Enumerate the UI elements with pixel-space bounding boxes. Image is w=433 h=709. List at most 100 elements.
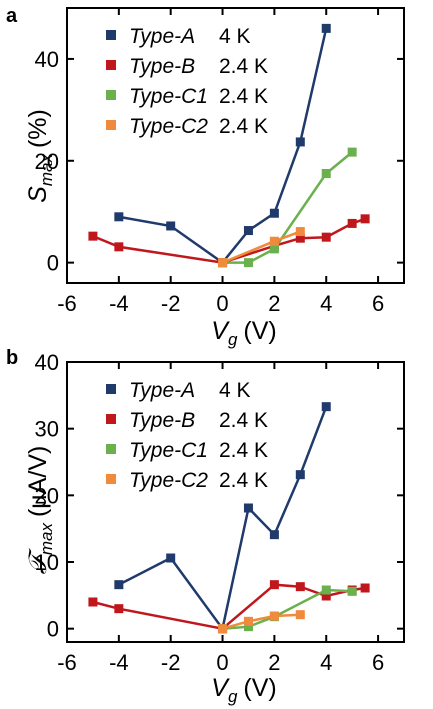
legend-marker-type-c1 [106, 444, 116, 454]
data-point-type-c2 [295, 610, 305, 620]
legend-marker-type-a [106, 30, 116, 40]
y-axis-unit-a: (%) [24, 109, 52, 148]
data-point-type-c2 [243, 616, 253, 626]
legend-label-type-c1: Type-C1 [129, 85, 208, 108]
legend-condition-type-b: 2.4 K [219, 55, 268, 78]
legend-condition-type-c2: 2.4 K [219, 469, 268, 492]
legend-condition-type-b: 2.4 K [219, 409, 268, 432]
x-axis-symbol-b: V [211, 674, 230, 702]
data-point-type-b [114, 604, 124, 614]
data-point-type-c2 [218, 624, 228, 634]
x-axis-label-b: Vg (V) [211, 674, 276, 706]
series-line-type-c1 [222, 151, 353, 264]
legend-marker-type-a [106, 384, 116, 394]
x-tick-label: 2 [268, 650, 280, 675]
x-axis-label-a: Vg (V) [211, 317, 276, 349]
data-point-type-c1 [269, 244, 279, 254]
plot-frame-b [66, 361, 405, 643]
data-point-type-c2 [269, 611, 279, 621]
y-tick-label: 10 [35, 550, 59, 575]
y-tick-label: 0 [47, 617, 59, 642]
x-tick-label: 6 [372, 650, 384, 675]
data-point-type-a [269, 530, 279, 540]
x-tick-label: 2 [268, 291, 280, 316]
x-tick-label: 0 [216, 650, 228, 675]
y-tick-label: 20 [35, 149, 59, 174]
data-point-type-a [321, 23, 331, 33]
data-point-type-a [295, 470, 305, 480]
legend-b: Type-A 4 K Type-B 2.4 K Type-C1 2.4 K Type-C2 2… [106, 379, 268, 492]
legend-marker-type-b [106, 414, 116, 424]
x-tick-label: 6 [372, 291, 384, 316]
x-tick-labels-a: -6 -4 -2 0 2 4 6 [57, 291, 384, 316]
legend-condition-type-c2: 2.4 K [219, 115, 268, 138]
legend-marker-type-c2 [106, 120, 116, 130]
legend-label-type-b: Type-B [129, 55, 195, 78]
legend-label-type-b: Type-B [129, 409, 195, 432]
data-point-type-a [166, 221, 176, 231]
x-tick-label: -6 [57, 650, 77, 675]
data-point-type-b [295, 582, 305, 592]
data-point-type-c2 [295, 227, 305, 237]
data-point-type-c1 [347, 147, 357, 157]
legend-label-type-c2: Type-C2 [129, 115, 208, 138]
data-point-type-c1 [243, 258, 253, 268]
y-tick-labels-b: 0 10 20 30 40 [35, 350, 59, 642]
y-axis-unit-b: (μA/V) [24, 446, 52, 517]
data-point-type-a [269, 208, 279, 218]
data-point-type-a [114, 212, 124, 222]
legend-label-type-c1: Type-C1 [129, 439, 208, 462]
panel-b: b 𝒯max(μA/V) Vg (V) -6 -4 -2 0 2 4 6 010203040 … [6, 347, 405, 706]
data-point-type-a [295, 137, 305, 147]
x-axis-unit-a: (V) [243, 317, 276, 345]
data-point-type-a [243, 503, 253, 513]
legend-condition-type-a: 4 K [219, 379, 251, 402]
data-point-type-b [321, 591, 331, 601]
panel-label-b: b [6, 347, 18, 369]
x-tick-label: -2 [161, 291, 181, 316]
data-point-type-c1 [321, 169, 331, 179]
legend-condition-type-c1: 2.4 K [219, 439, 268, 462]
legend-label-type-a: Type-A [129, 25, 195, 48]
x-axis-subscript-b: g [228, 687, 238, 706]
x-axis-unit-b: (V) [243, 674, 276, 702]
y-tick-label: 40 [35, 350, 59, 375]
x-tick-label: 4 [320, 291, 332, 316]
x-tick-label: -6 [57, 291, 77, 316]
x-axis-subscript-a: g [228, 330, 238, 349]
data-point-type-b [360, 583, 370, 593]
legend-label-type-c2: Type-C2 [129, 469, 208, 492]
x-axis-symbol-a: V [211, 317, 230, 345]
data-point-type-a [243, 226, 253, 236]
legend-label-type-a: Type-A [129, 379, 195, 402]
data-point-type-b [295, 233, 305, 243]
x-tick-label: 4 [320, 650, 332, 675]
data-point-type-b [114, 242, 124, 252]
y-tick-label: 40 [35, 47, 59, 72]
y-tick-labels-a: 0 20 40 [35, 47, 59, 276]
data-point-type-c1 [321, 585, 331, 595]
data-point-type-b [88, 597, 98, 607]
data-point-type-c1 [243, 622, 253, 632]
y-tick-label: 0 [47, 251, 59, 276]
series-line-type-c2 [222, 613, 301, 630]
data-point-type-b [269, 580, 279, 590]
y-axis-symbol-a: S [24, 186, 52, 203]
data-point-type-b [88, 231, 98, 241]
data-point-type-b [321, 232, 331, 242]
data-point-type-a [166, 553, 176, 563]
x-tick-label: -4 [109, 291, 129, 316]
y-tick-label: 30 [35, 417, 59, 442]
y-axis-subscript-a: max [37, 154, 56, 187]
y-axis-label-a: Smax (%) [24, 109, 56, 203]
data-point-type-a [321, 402, 331, 412]
data-point-type-a [114, 580, 124, 590]
y-axis-label-b: 𝒯max(μA/V) [24, 446, 56, 575]
x-tick-labels-b: -6 -4 -2 0 2 4 6 [57, 650, 384, 675]
panel-a: a Smax (%) Vg (V) -6 -4 -2 0 2 4 6 0 20 40 Type-A 4… [6, 5, 405, 349]
data-point-type-c1 [347, 586, 357, 596]
tick-marks-b [66, 361, 404, 642]
legend-marker-type-b [106, 60, 116, 70]
plot-frame-a [66, 7, 405, 284]
